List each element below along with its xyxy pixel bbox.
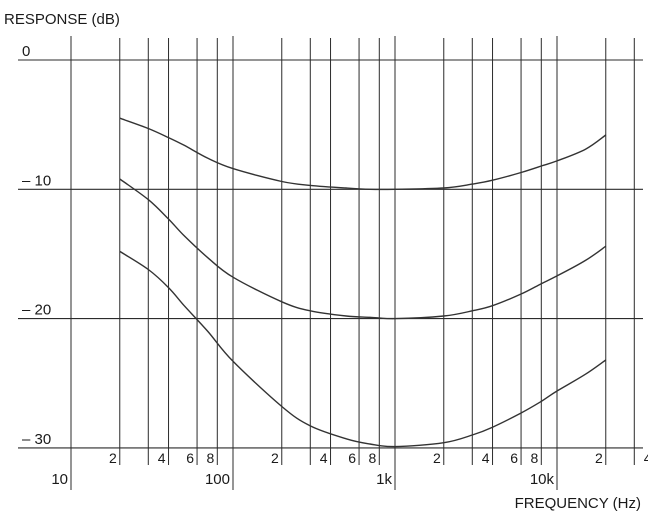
x-minor-tick-label: 4 [482,450,490,466]
x-minor-tick-label: 2 [109,450,117,466]
x-minor-tick-label: 6 [510,450,518,466]
x-minor-tick-label: 4 [644,450,648,466]
x-minor-tick-label: 6 [348,450,356,466]
y-tick-label: – 10 [22,172,51,189]
response-curve-2 [119,178,607,320]
x-minor-tick-label: 4 [158,450,166,466]
x-major-tick-label: 10k [530,471,555,488]
x-major-tick-label: 100 [205,471,230,488]
response-curve-3 [119,250,607,448]
x-minor-tick-label: 2 [271,450,279,466]
x-minor-tick-label: 2 [595,450,603,466]
x-major-tick-label: 1k [376,471,392,488]
y-tick-label: 0 [22,43,30,60]
horizontal-gridlines [18,59,643,449]
x-minor-tick-label: 8 [369,450,377,466]
response-curve-1 [119,117,607,191]
x-minor-tick-label: 8 [531,450,539,466]
y-tick-label: – 30 [22,431,51,448]
x-minor-tick-label: 8 [207,450,215,466]
response-curves [119,117,607,448]
y-axis-title: RESPONSE (dB) [4,11,120,28]
x-axis-title: FREQUENCY (Hz) [515,495,641,512]
x-major-tick-label: 10 [51,471,68,488]
vertical-gridlines [70,36,635,490]
x-minor-tick-label: 4 [320,450,328,466]
y-tick-label: – 20 [22,302,51,319]
x-minor-tick-label: 6 [186,450,194,466]
x-minor-tick-label: 2 [433,450,441,466]
